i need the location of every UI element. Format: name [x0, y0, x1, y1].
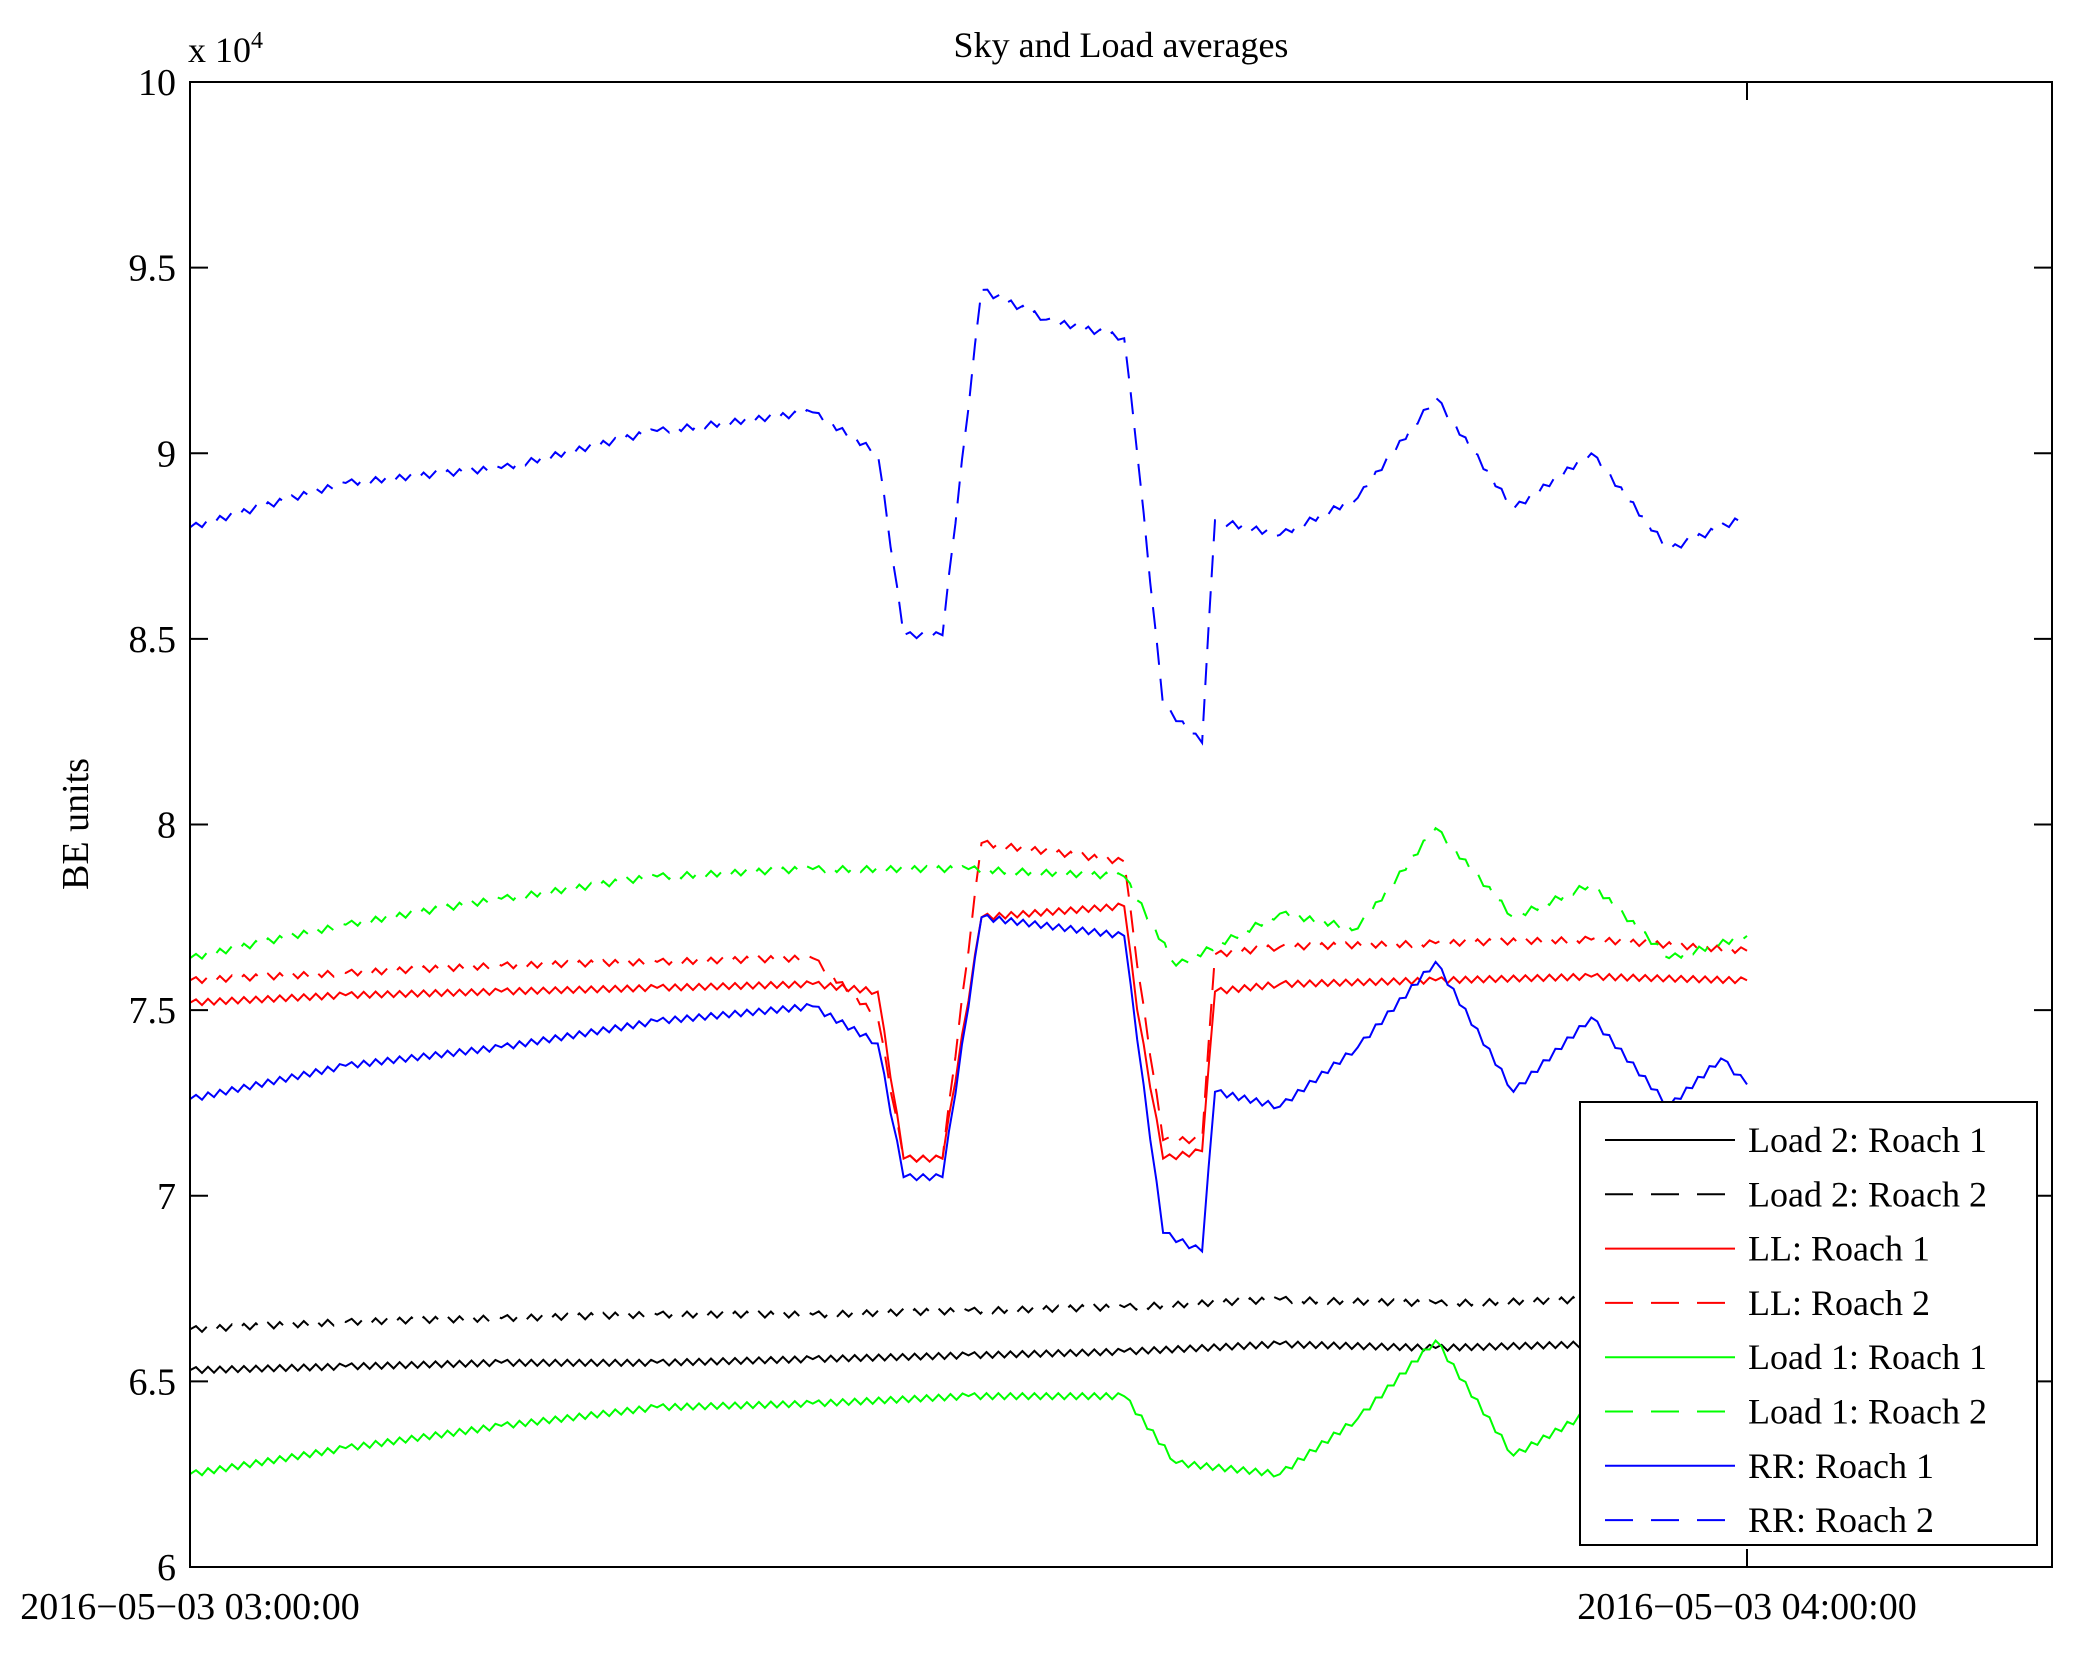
- plot-lines: [189, 288, 1748, 1478]
- legend-label-load-1-roach-2: Load 1: Roach 2: [1748, 1392, 1987, 1432]
- legend-label-load-2-roach-1: Load 2: Roach 1: [1748, 1120, 1987, 1160]
- legend-box: [1579, 1101, 2038, 1546]
- series-line-rr-roach-1: [189, 913, 1748, 1254]
- y-axis-exponent-power: 4: [251, 28, 263, 54]
- series-line-ll-roach-2: [189, 839, 1748, 1163]
- legend-label-load-2-roach-2: Load 2: Roach 2: [1748, 1174, 1987, 1214]
- x-tick-label: 2016−05−03 04:00:00: [1577, 1586, 1916, 1628]
- y-axis-ticks: 6 6.5 7 7.5 8 8.5 9 9.5 10: [129, 62, 2052, 1589]
- y-axis-exponent-base: x 10: [188, 30, 251, 70]
- series-line-load-2-roach-2: [189, 1295, 1748, 1334]
- legend-label-load-1-roach-1: Load 1: Roach 1: [1748, 1337, 1987, 1377]
- y-tick-label: 6: [157, 1547, 176, 1589]
- y-tick-label: 8.5: [129, 619, 177, 661]
- series-line-rr-roach-2: [189, 288, 1748, 746]
- legend-label-ll-roach-2: LL: Roach 2: [1748, 1283, 1930, 1323]
- y-tick-label: 7.5: [129, 990, 177, 1032]
- y-axis-exponent: x 104: [188, 28, 263, 70]
- series-line-load-2-roach-1: [189, 1336, 1748, 1375]
- y-tick-label: 6.5: [129, 1361, 177, 1403]
- legend-label-rr-roach-2: RR: Roach 2: [1748, 1500, 1934, 1540]
- y-tick-label: 9: [157, 433, 176, 475]
- chart-title: Sky and Load averages: [954, 25, 1289, 65]
- y-tick-label: 8: [157, 805, 176, 847]
- legend-label-ll-roach-1: LL: Roach 1: [1748, 1229, 1930, 1269]
- y-tick-label: 10: [138, 62, 176, 104]
- y-tick-label: 7: [157, 1176, 176, 1218]
- series-line-load-1-roach-1: [189, 1338, 1696, 1478]
- x-tick-label: 2016−05−03 03:00:00: [20, 1586, 359, 1628]
- series-line-load-1-roach-2: [189, 826, 1748, 968]
- legend-label-rr-roach-1: RR: Roach 1: [1748, 1446, 1934, 1486]
- legend-entries: Load 2: Roach 1 Load 2: Roach 2 LL: Roach …: [1605, 1120, 1987, 1540]
- y-axis-label: BE units: [55, 758, 97, 890]
- y-tick-label: 9.5: [129, 248, 177, 290]
- x-axis-ticks: 2016−05−03 03:00:00 2016−05−03 04:00:00: [20, 82, 1917, 1628]
- legend: Load 2: Roach 1 Load 2: Roach 2 LL: Roach …: [1579, 1101, 2038, 1546]
